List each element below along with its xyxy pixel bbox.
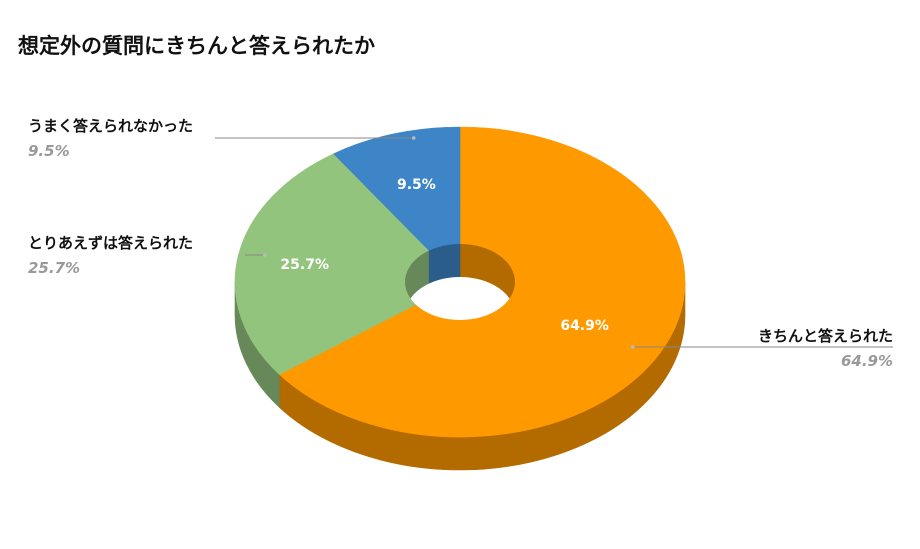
- callout-label-3: うまく答えられなかった: [28, 117, 193, 135]
- data-label-2: 25.7%: [280, 257, 329, 273]
- callout-percent-3: 9.5%: [28, 142, 70, 160]
- leader-dot-2: [262, 253, 267, 257]
- hole-inner-walls: [405, 244, 515, 316]
- callout-label-2: とりあえずは答えられた: [28, 234, 193, 252]
- data-labels: 64.9% 25.7% 9.5%: [280, 177, 608, 334]
- callouts: きちんと答えられた 64.9% とりあえずは答えられた 25.7% うまく答えられなかっ…: [28, 117, 893, 370]
- data-label-3: 9.5%: [397, 177, 436, 193]
- leader-dot-1: [631, 345, 635, 349]
- doughnut-hole: [405, 244, 515, 320]
- leader-dot-3: [411, 136, 416, 140]
- callout-percent-1: 64.9%: [841, 352, 893, 370]
- chart-title: 想定外の質問にきちんと答えられたか: [18, 34, 375, 58]
- data-label-1: 64.9%: [560, 318, 609, 334]
- callout-percent-2: 25.7%: [28, 259, 80, 277]
- callout-label-1: きちんと答えられた: [758, 327, 893, 345]
- hole-floor: [405, 277, 515, 320]
